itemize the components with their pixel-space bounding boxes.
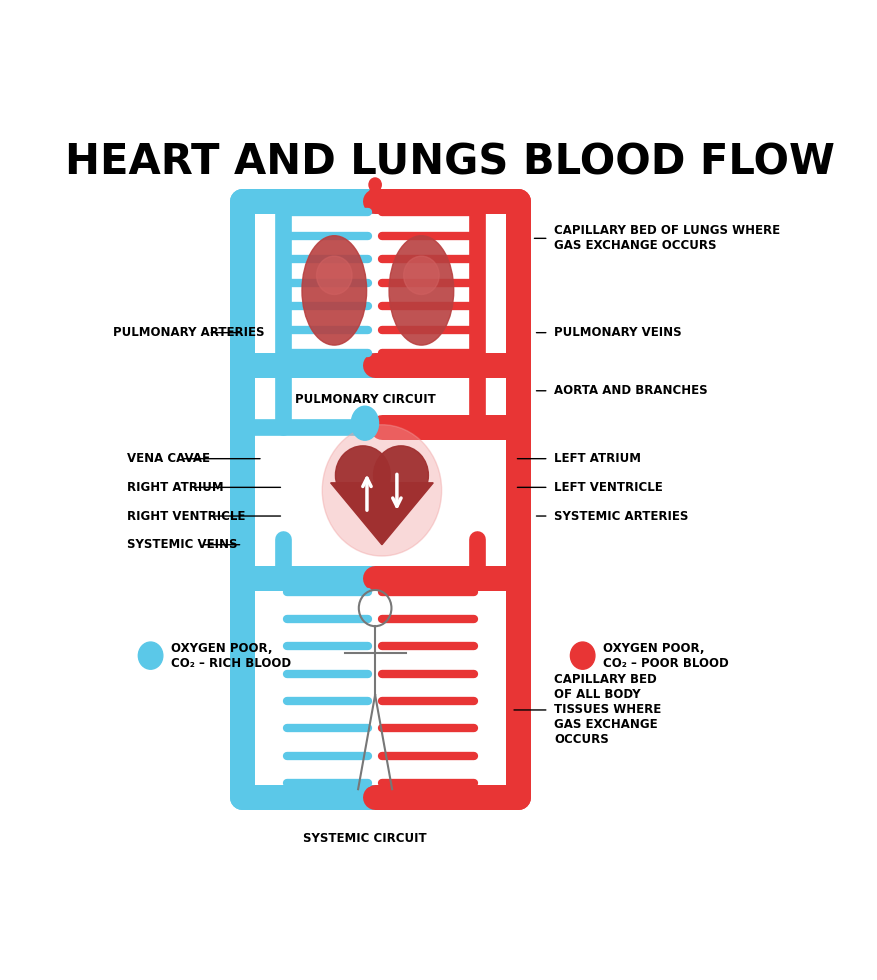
Ellipse shape — [389, 236, 453, 345]
Text: PULMONARY ARTERIES: PULMONARY ARTERIES — [113, 326, 264, 339]
Text: LEFT VENTRICLE: LEFT VENTRICLE — [553, 481, 662, 494]
Text: LEFT ATRIUM: LEFT ATRIUM — [553, 452, 640, 466]
Text: CAPILLARY BED OF LUNGS WHERE
GAS EXCHANGE OCCURS: CAPILLARY BED OF LUNGS WHERE GAS EXCHANG… — [553, 224, 780, 252]
Text: OXYGEN POOR,
CO₂ – RICH BLOOD: OXYGEN POOR, CO₂ – RICH BLOOD — [171, 642, 291, 669]
Text: VENA CAVAE: VENA CAVAE — [126, 452, 210, 466]
Text: CAPILLARY BED
OF ALL BODY
TISSUES WHERE
GAS EXCHANGE
OCCURS: CAPILLARY BED OF ALL BODY TISSUES WHERE … — [553, 673, 660, 747]
Ellipse shape — [335, 446, 390, 505]
Text: RIGHT ATRIUM: RIGHT ATRIUM — [126, 481, 223, 494]
Ellipse shape — [302, 236, 367, 345]
Circle shape — [570, 642, 595, 669]
Text: SYSTEMIC CIRCUIT: SYSTEMIC CIRCUIT — [303, 832, 426, 846]
Circle shape — [368, 178, 381, 191]
Ellipse shape — [317, 256, 352, 294]
Text: SYSTEMIC ARTERIES: SYSTEMIC ARTERIES — [553, 510, 688, 522]
Text: AORTA AND BRANCHES: AORTA AND BRANCHES — [553, 384, 707, 397]
Ellipse shape — [373, 446, 428, 505]
Text: PULMONARY VEINS: PULMONARY VEINS — [553, 326, 681, 339]
Ellipse shape — [351, 407, 378, 440]
Text: SYSTEMIC VEINS: SYSTEMIC VEINS — [126, 538, 237, 551]
Circle shape — [368, 188, 381, 201]
Text: PULMONARY CIRCUIT: PULMONARY CIRCUIT — [294, 393, 435, 406]
Text: RIGHT VENTRICLE: RIGHT VENTRICLE — [126, 510, 245, 522]
Ellipse shape — [403, 256, 438, 294]
Text: HEART AND LUNGS BLOOD FLOW: HEART AND LUNGS BLOOD FLOW — [65, 142, 834, 183]
Polygon shape — [331, 483, 432, 545]
Text: OXYGEN POOR,
CO₂ – POOR BLOOD: OXYGEN POOR, CO₂ – POOR BLOOD — [602, 642, 728, 669]
Circle shape — [139, 642, 162, 669]
Ellipse shape — [322, 424, 441, 556]
